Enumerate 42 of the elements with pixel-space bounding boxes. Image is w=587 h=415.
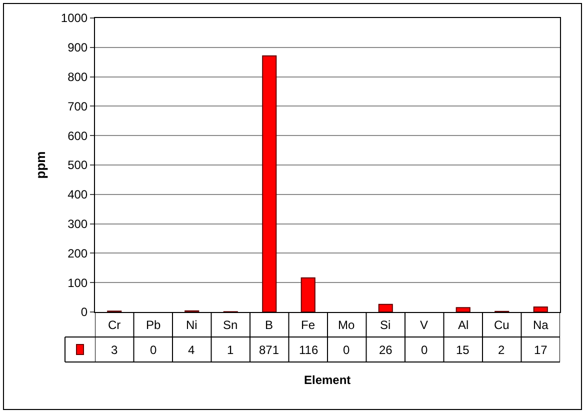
x-tick-label: Ni <box>186 318 198 332</box>
data-label: 116 <box>299 343 318 357</box>
y-tick-label: 900 <box>68 40 88 55</box>
x-tick-label: Pb <box>146 318 162 332</box>
bar <box>262 55 277 312</box>
bar <box>300 277 316 312</box>
y-tick-label: 0 <box>80 305 88 320</box>
data-label: 17 <box>534 343 548 357</box>
y-tick-label: 400 <box>68 188 88 202</box>
data-label: 26 <box>379 343 393 357</box>
x-tick-label: V <box>420 318 428 332</box>
data-label: 2 <box>498 343 505 357</box>
data-label: 3 <box>111 343 118 357</box>
y-tick-label: 600 <box>68 128 88 143</box>
y-tick-label: 300 <box>68 217 88 231</box>
x-axis-title: Element <box>304 373 351 387</box>
y-axis-title: ppm <box>32 151 48 179</box>
bar <box>456 307 470 312</box>
y-tick-label: 700 <box>68 99 88 114</box>
x-tick-label: Al <box>458 318 469 332</box>
y-tick-label: 500 <box>68 158 88 172</box>
y-tick-label: 200 <box>68 246 88 260</box>
x-tick-label: Mo <box>338 318 355 332</box>
x-tick-label: Na <box>533 318 549 332</box>
data-label: 0 <box>150 343 157 357</box>
x-tick-label: Si <box>380 318 391 332</box>
data-label: 4 <box>188 343 195 357</box>
x-tick-label: B <box>265 318 274 332</box>
data-label: 0 <box>343 343 350 357</box>
x-tick-label: Cr <box>108 318 121 332</box>
x-tick-label: Cu <box>494 318 510 332</box>
y-tick-label: 1000 <box>60 11 88 26</box>
data-label: 0 <box>421 343 428 357</box>
data-label: 1 <box>227 343 234 357</box>
data-label: 15 <box>456 343 470 357</box>
bar <box>378 304 393 312</box>
data-label: 871 <box>259 343 280 357</box>
x-tick-label: Sn <box>223 318 238 332</box>
y-tick-label: 100 <box>68 276 88 290</box>
x-tick-label: Fe <box>301 318 316 332</box>
y-tick-label: 800 <box>68 70 88 84</box>
bar <box>533 306 548 312</box>
